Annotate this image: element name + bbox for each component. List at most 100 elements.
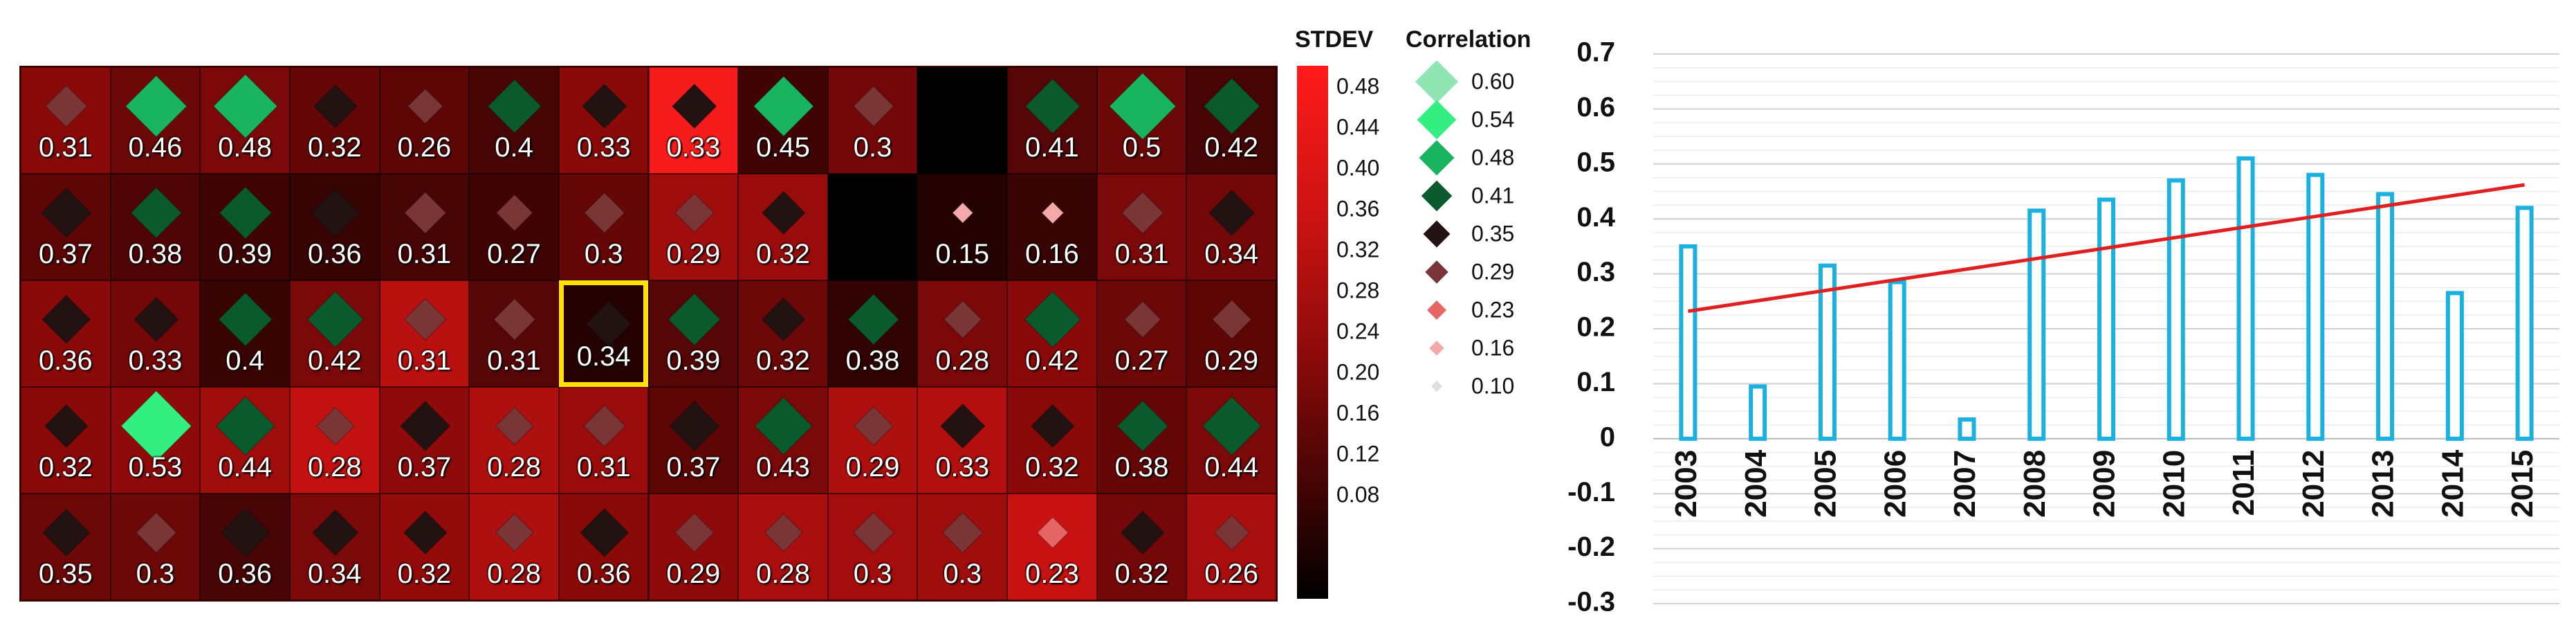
heatmap-cell[interactable]: 0.5 [1096, 67, 1187, 174]
heatmap-cell[interactable]: 0.3 [827, 494, 918, 600]
correlation-marker-canvas [1204, 78, 1261, 135]
cell-correlation-label: 0.44 [1204, 452, 1259, 482]
x-tick-label: 2008 [2018, 450, 2052, 518]
colorbar-tick-label: 0.16 [1336, 400, 1380, 426]
heatmap-cell[interactable]: 0.32 [1007, 387, 1097, 494]
heatmap-cell[interactable]: 0.16 [1007, 174, 1097, 280]
heatmap-cell[interactable] [827, 174, 918, 280]
heatmap-cell[interactable]: 0.23 [1007, 494, 1097, 600]
heatmap-cell[interactable]: 0.29 [827, 387, 918, 494]
heatmap-cell[interactable]: 0.37 [648, 387, 739, 494]
heatmap-cell[interactable]: 0.29 [648, 174, 739, 280]
heatmap-cell[interactable]: 0.34 [1186, 174, 1276, 280]
correlation-diamond-marker [1214, 514, 1251, 551]
heatmap-cell[interactable]: 0.32 [289, 67, 380, 174]
heatmap-cell[interactable]: 0.38 [827, 280, 918, 387]
heatmap-cell[interactable]: 0.33 [558, 67, 649, 174]
heatmap-cell[interactable]: 0.41 [1007, 67, 1097, 174]
x-tick-label: 2012 [2297, 450, 2330, 518]
heatmap-cell[interactable]: 0.46 [110, 67, 201, 174]
heatmap-cell[interactable]: 0.42 [289, 280, 380, 387]
heatmap-cell[interactable]: 0.28 [469, 387, 559, 494]
heatmap-cell[interactable]: 0.32 [21, 387, 111, 494]
heatmap-cell[interactable]: 0.36 [289, 174, 380, 280]
heatmap-cell[interactable]: 0.33 [917, 387, 1008, 494]
heatmap-cell[interactable]: 0.29 [648, 494, 739, 600]
heatmap-cell[interactable]: 0.31 [469, 280, 559, 387]
heatmap-cell[interactable]: 0.3 [827, 67, 918, 174]
heatmap-cell[interactable]: 0.34 [558, 280, 649, 387]
heatmap-cell[interactable]: 0.27 [1096, 280, 1187, 387]
heatmap-cell[interactable]: 0.36 [558, 494, 649, 600]
heatmap-cell[interactable]: 0.48 [200, 67, 290, 174]
heatmap-cell[interactable]: 0.53 [110, 387, 201, 494]
heatmap-cell[interactable]: 0.32 [738, 174, 828, 280]
correlation-diamond-marker [45, 84, 88, 128]
correlation-marker-canvas [135, 512, 177, 554]
heatmap-cell[interactable]: 0.31 [1096, 174, 1187, 280]
cell-correlation-label: 0.34 [1204, 239, 1259, 269]
heatmap-cell[interactable]: 0.3 [110, 494, 201, 600]
cell-correlation-label: 0.42 [1024, 345, 1079, 376]
x-tick-label: 2006 [1878, 450, 1912, 518]
x-tick-label: 2007 [1948, 450, 1982, 518]
heatmap-cell[interactable]: 0.44 [1186, 387, 1276, 494]
heatmap-cell[interactable]: 0.3 [558, 174, 649, 280]
correlation-marker-canvas [42, 508, 91, 557]
heatmap-cell[interactable]: 0.42 [1186, 67, 1276, 174]
y-tick-label: -0.2 [1567, 532, 1615, 562]
heatmap-cell[interactable]: 0.32 [1096, 494, 1187, 600]
colorbar-tick-label: 0.40 [1336, 155, 1380, 181]
heatmap-cell[interactable]: 0.28 [917, 280, 1008, 387]
heatmap-cell[interactable]: 0.31 [21, 67, 111, 174]
heatmap-cell[interactable]: 0.33 [648, 67, 739, 174]
cell-correlation-label: 0.28 [487, 452, 541, 482]
heatmap-cell[interactable]: 0.33 [110, 280, 201, 387]
heatmap-cell[interactable]: 0.31 [558, 387, 649, 494]
heatmap-cell[interactable]: 0.39 [200, 174, 290, 280]
legend-label: 0.35 [1471, 221, 1515, 246]
legend-marker-canvas [1421, 180, 1453, 212]
cell-correlation-label: 0.31 [397, 239, 452, 269]
cell-correlation-label: 0.31 [576, 452, 631, 482]
heatmap-cell[interactable]: 0.37 [21, 174, 111, 280]
heatmap-cell[interactable]: 0.27 [469, 174, 559, 280]
heatmap-cell[interactable]: 0.31 [379, 280, 470, 387]
heatmap-cell[interactable]: 0.29 [1186, 280, 1276, 387]
heatmap-cell[interactable]: 0.4 [200, 280, 290, 387]
heatmap-cell[interactable]: 0.26 [1186, 494, 1276, 600]
correlation-diamond-marker [754, 397, 813, 455]
heatmap-cell[interactable]: 0.32 [738, 280, 828, 387]
cell-correlation-label: 0.33 [576, 132, 631, 163]
correlation-marker-canvas [952, 201, 974, 224]
heatmap-cell[interactable]: 0.3 [917, 494, 1008, 600]
heatmap-cell[interactable]: 0.26 [379, 67, 470, 174]
heatmap-cell[interactable]: 0.15 [917, 174, 1008, 280]
heatmap-cell[interactable]: 0.28 [738, 494, 828, 600]
bar [2515, 206, 2534, 441]
cell-correlation-label: 0.33 [128, 345, 183, 376]
heatmap-cell[interactable]: 0.39 [648, 280, 739, 387]
correlation-marker-canvas [852, 85, 894, 127]
heatmap-cell[interactable]: 0.4 [469, 67, 559, 174]
heatmap-cell[interactable]: 0.28 [289, 387, 380, 494]
heatmap-cell[interactable] [917, 67, 1008, 174]
heatmap-cell[interactable]: 0.42 [1007, 280, 1097, 387]
heatmap-cell[interactable]: 0.38 [110, 174, 201, 280]
correlation-diamond-marker [944, 300, 983, 339]
correlation-diamond-marker [1204, 78, 1261, 135]
heatmap-cell[interactable]: 0.32 [379, 494, 470, 600]
heatmap-cell[interactable]: 0.37 [379, 387, 470, 494]
heatmap-cell[interactable]: 0.36 [21, 280, 111, 387]
heatmap-cell[interactable]: 0.31 [379, 174, 470, 280]
heatmap-cell[interactable]: 0.38 [1096, 387, 1187, 494]
legend-label: 0.54 [1471, 107, 1515, 132]
correlation-diamond-marker [1031, 404, 1075, 449]
heatmap-cell[interactable]: 0.45 [738, 67, 828, 174]
heatmap-cell[interactable]: 0.35 [21, 494, 111, 600]
heatmap-cell[interactable]: 0.36 [200, 494, 290, 600]
heatmap-cell[interactable]: 0.43 [738, 387, 828, 494]
heatmap-cell[interactable]: 0.28 [469, 494, 559, 600]
heatmap-cell[interactable]: 0.44 [200, 387, 290, 494]
heatmap-cell[interactable]: 0.34 [289, 494, 380, 600]
